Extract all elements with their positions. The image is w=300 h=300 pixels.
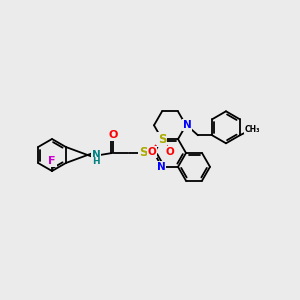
Text: F: F <box>48 156 56 166</box>
Text: CH₃: CH₃ <box>245 125 261 134</box>
Text: N: N <box>157 134 165 144</box>
Text: O: O <box>108 130 118 140</box>
Text: H: H <box>92 158 100 166</box>
Text: S: S <box>139 146 147 160</box>
Text: N: N <box>157 162 165 172</box>
Text: N: N <box>183 120 191 130</box>
Text: S: S <box>158 133 166 146</box>
Text: O: O <box>166 147 174 157</box>
Text: O: O <box>148 147 156 157</box>
Text: N: N <box>92 150 100 160</box>
